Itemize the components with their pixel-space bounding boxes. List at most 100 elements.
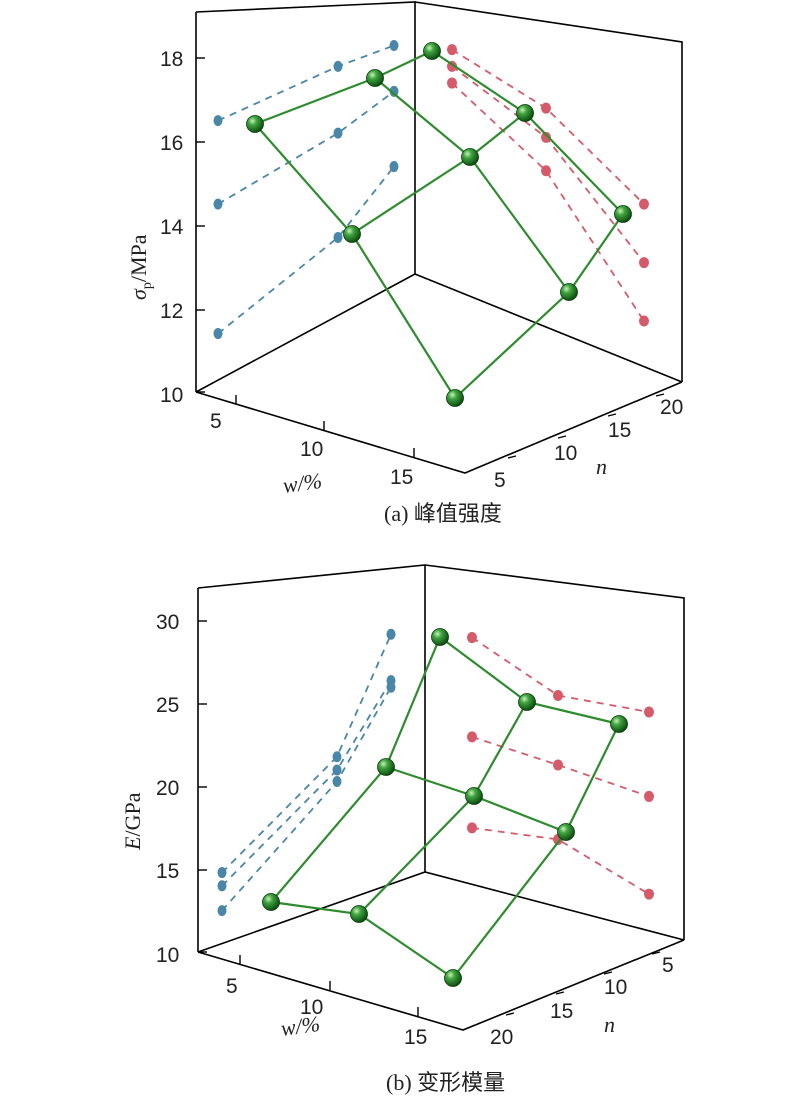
panel-b-blue-point xyxy=(332,751,342,763)
panel-b-red-point xyxy=(553,689,563,701)
panel-a-blue-point xyxy=(389,161,399,173)
panel-b-frame-back-floor xyxy=(197,871,685,953)
panel-a-red-projection xyxy=(447,44,649,327)
panel-b-caption: (b) 变形模量 xyxy=(386,1070,505,1095)
panel-a-blue-point xyxy=(333,60,343,72)
panel-a-n-axis-label: n xyxy=(596,454,607,479)
panel-b-red-point xyxy=(644,790,654,802)
panel-b-mesh-line xyxy=(270,636,442,903)
panel-a-w-tick-label: 10 xyxy=(300,438,323,461)
panel-b-red-point xyxy=(467,731,477,743)
panel-a-n-tick xyxy=(507,455,517,459)
panel-a-n-ticks: 5 10 15 20 xyxy=(494,393,683,492)
panel-b-blue-projection xyxy=(217,628,396,917)
panel-a-mesh-node xyxy=(246,115,264,133)
panel-a-red-point xyxy=(541,165,551,177)
panel-b-red-projection xyxy=(467,632,654,900)
panel-a-red-series-line xyxy=(451,48,645,205)
panel-b-blue-point xyxy=(217,905,227,917)
panel-a-blue-point xyxy=(213,328,223,340)
panel-b-green-mesh xyxy=(262,628,628,987)
panel-a-red-point xyxy=(639,257,649,269)
panel-b-n-tick xyxy=(651,951,661,955)
panel-b-red-series-line xyxy=(471,735,650,798)
panel-a-z-tick-label: 16 xyxy=(160,132,183,155)
panel-a-red-series-line xyxy=(451,65,645,264)
panel-b-z-tick-label: 30 xyxy=(156,611,179,634)
panel-a-w-tick-label: 15 xyxy=(390,466,413,489)
panel-a-z-axis-symbol: σ xyxy=(126,288,151,300)
panel-a-z-axis-label: σp/MPa xyxy=(126,234,155,300)
panel-a-mesh-node xyxy=(366,69,384,87)
panel-b-w-axis-label: w/% xyxy=(279,1011,321,1041)
panel-b-n-tick-label: 5 xyxy=(662,954,674,977)
panel-b-n-tick-label: 15 xyxy=(550,1000,573,1023)
panel-a-mesh-line xyxy=(431,50,624,215)
panel-b-blue-point xyxy=(332,776,342,788)
panel-a-green-mesh xyxy=(246,42,632,407)
panel-a-blue-series-line xyxy=(217,165,395,335)
panel-b-blue-point xyxy=(386,628,396,640)
panel-a-blue-point xyxy=(213,115,223,127)
panel-b-w-tick-label: 10 xyxy=(300,996,323,1019)
panel-b-blue-point xyxy=(332,764,342,776)
panel-b-z-tick-label: 10 xyxy=(156,944,179,967)
panel-b-z-tick-label: 20 xyxy=(156,777,179,800)
panel-a-blue-projection xyxy=(213,39,399,340)
panel-b-red-point xyxy=(644,888,654,900)
panel-a-n-tick-label: 10 xyxy=(554,442,577,465)
panel-a-caption: (a) 峰值强度 xyxy=(384,501,502,526)
panel-a-n-tick xyxy=(655,393,665,397)
panel-b-mesh-node xyxy=(377,758,395,776)
panel-b-mesh-node xyxy=(465,787,483,805)
panel-b-z-axis-unit: /GPa xyxy=(120,792,145,836)
panel-b-mesh-node xyxy=(610,715,628,733)
panel-b-frame-front-floor xyxy=(197,939,685,1031)
panel-a-mesh-node xyxy=(516,104,534,122)
panel-b-red-series-line xyxy=(471,826,650,895)
panel-b-z-ticks: 30 25 20 15 10 xyxy=(156,611,207,967)
panel-a-w-ticks: 5 10 15 xyxy=(210,395,415,489)
panel-b-mesh-node xyxy=(518,693,536,711)
panel-a-z-ticks: 18 16 14 12 10 xyxy=(160,48,205,407)
panel-b-w-ticks: 5 10 15 xyxy=(226,955,427,1049)
panel-a-mesh-line xyxy=(254,123,456,399)
panel-b-mesh-node xyxy=(262,893,280,911)
panel-b-z-tick-label: 15 xyxy=(156,860,179,883)
panel-a-z-axis-subscript: p xyxy=(140,282,155,289)
panel-b-n-tick-label: 20 xyxy=(490,1026,513,1049)
panel-b-red-point xyxy=(644,706,654,718)
panel-a-blue-point xyxy=(333,127,343,139)
panel-b-z-tick-label: 25 xyxy=(156,694,179,717)
panel-a-red-series-line xyxy=(451,82,645,322)
panel-a-red-point xyxy=(447,44,457,56)
panel-a-mesh-node xyxy=(446,389,464,407)
panel-b-n-tick-label: 10 xyxy=(604,976,627,999)
panel-a-frame-back-floor xyxy=(195,273,683,393)
panel-a-blue-series-line xyxy=(217,44,395,122)
panel-b-blue-point xyxy=(217,880,227,892)
panel-b-n-tick xyxy=(603,971,613,975)
panel-a-frame-top-right xyxy=(414,1,683,382)
panel-a-blue-point xyxy=(389,39,399,51)
panel-a-red-point xyxy=(639,315,649,327)
panel-b-blue-series-line xyxy=(221,633,392,874)
panel-a-red-point xyxy=(541,102,551,114)
panel-b-n-ticks: 5 10 15 20 xyxy=(490,951,674,1049)
panel-a-z-axis-unit: /MPa xyxy=(126,234,151,282)
panel-b-mesh-line xyxy=(439,636,620,726)
panel-a-red-point xyxy=(639,198,649,210)
panel-b-blue-point xyxy=(386,681,396,693)
panel-b-n-tick xyxy=(555,991,565,995)
panel-b: 30 25 20 15 10 5 10 15 5 10 15 20 E/GPa xyxy=(120,564,685,1095)
panel-b-red-point xyxy=(553,759,563,771)
panel-a-red-point xyxy=(447,77,457,89)
panel-b-blue-point xyxy=(217,867,227,879)
panel-a-mesh-node xyxy=(614,205,632,223)
panel-b-w-tick-label: 5 xyxy=(226,975,238,998)
panel-a-n-tick-label: 15 xyxy=(608,419,631,442)
panel-a-mesh-node xyxy=(423,42,441,60)
panel-b-blue-series-line xyxy=(221,680,392,887)
panel-b-red-point xyxy=(467,822,477,834)
